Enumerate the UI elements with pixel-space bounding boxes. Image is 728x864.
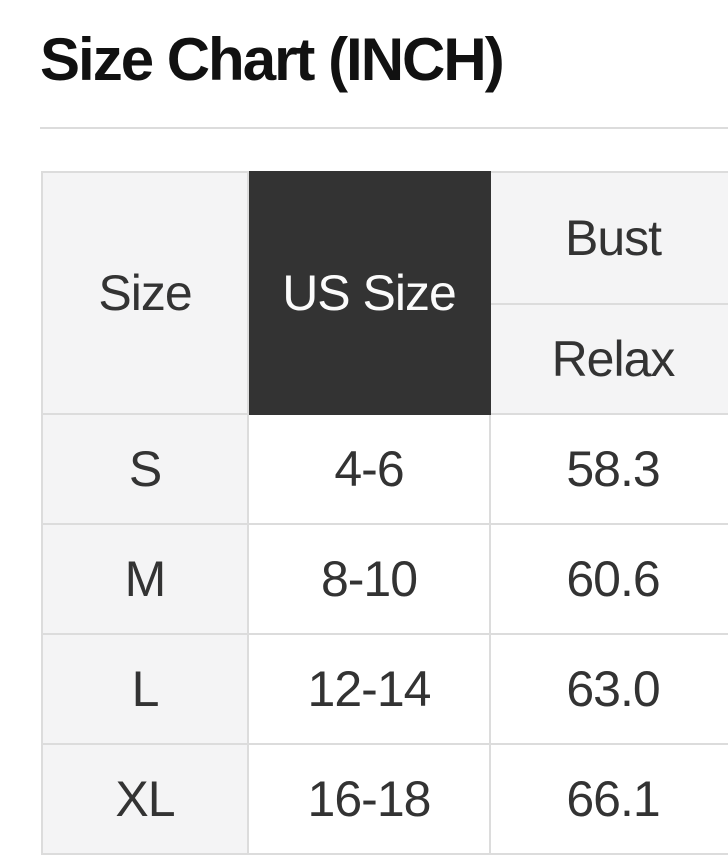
us-size-cell: 16-18	[247, 743, 491, 855]
header-row-relax: Relax	[42, 303, 728, 415]
header-size-cell: Size	[41, 171, 249, 415]
table-row-xl: XL 16-18 66.1	[41, 743, 728, 855]
size-cell: M	[41, 523, 249, 635]
page-title: Size Chart (INCH)	[40, 26, 505, 93]
size-chart-table: Size US Size Bust Relax S 4-6 58.3 M 8-1…	[41, 171, 728, 855]
header-row-bust: Size US Size Bust	[41, 171, 728, 415]
bust-relax-cell: 66.1	[489, 743, 728, 855]
header-bust-cell: Bust	[489, 171, 728, 305]
us-size-cell: 4-6	[247, 413, 491, 525]
header-us-size-cell: US Size	[247, 171, 491, 415]
bust-relax-cell: 60.6	[489, 523, 728, 635]
header-relax-cell: Relax	[489, 303, 728, 415]
table-row-s: S 4-6 58.3	[41, 413, 728, 525]
table-row-m: M 8-10 60.6	[41, 523, 728, 635]
table-row-l: L 12-14 63.0	[41, 633, 728, 745]
size-cell: XL	[41, 743, 249, 855]
bust-relax-cell: 63.0	[489, 633, 728, 745]
title-divider	[40, 127, 728, 129]
size-cell: L	[41, 633, 249, 745]
us-size-cell: 12-14	[247, 633, 491, 745]
bust-relax-cell: 58.3	[489, 413, 728, 525]
size-cell: S	[41, 413, 249, 525]
us-size-cell: 8-10	[247, 523, 491, 635]
